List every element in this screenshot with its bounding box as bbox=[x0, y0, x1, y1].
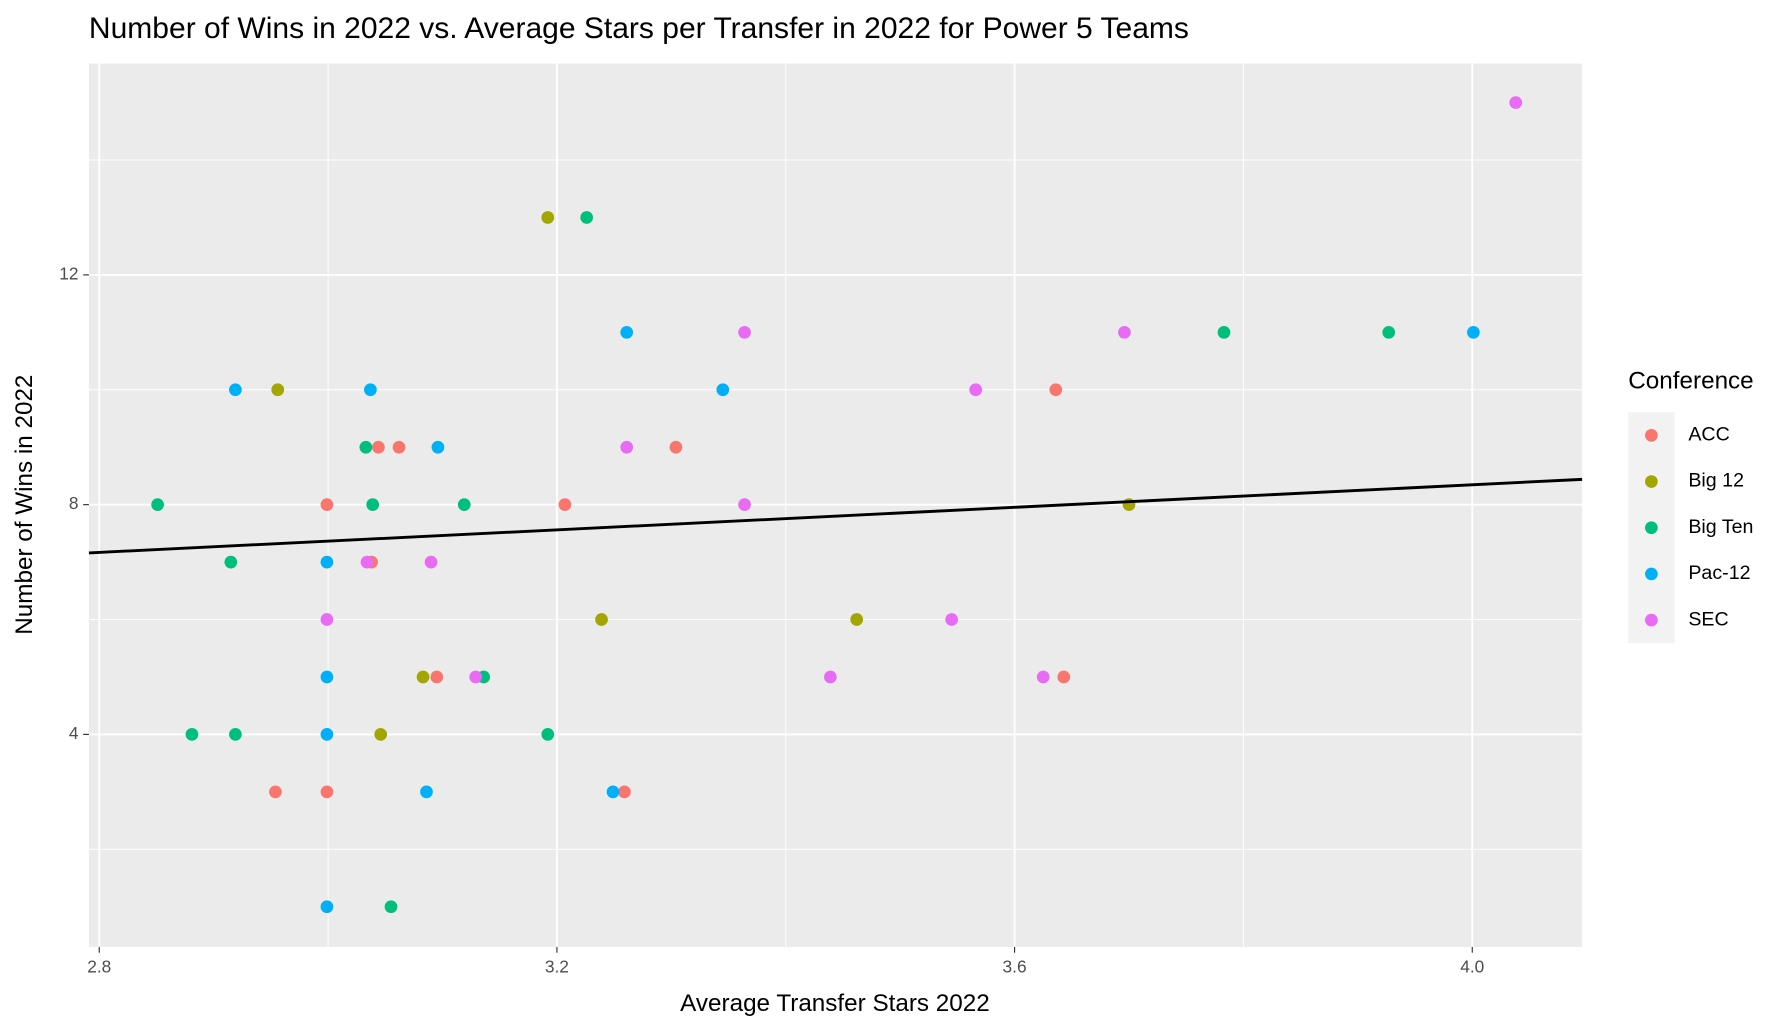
point bbox=[420, 785, 433, 799]
point bbox=[224, 555, 238, 569]
legend-title: Conference bbox=[1628, 368, 1753, 395]
point bbox=[320, 670, 334, 684]
point bbox=[945, 613, 959, 626]
point bbox=[824, 670, 837, 684]
point bbox=[151, 498, 164, 512]
y-tick-label: 8 bbox=[69, 493, 79, 513]
point bbox=[430, 670, 444, 684]
point bbox=[269, 785, 282, 799]
point bbox=[431, 440, 445, 454]
point bbox=[185, 728, 199, 741]
legend-marker bbox=[1645, 613, 1658, 627]
point bbox=[374, 728, 388, 741]
point bbox=[541, 211, 555, 224]
point bbox=[850, 613, 864, 626]
x-tick-label: 4.0 bbox=[1460, 956, 1484, 976]
point bbox=[1057, 670, 1071, 684]
legend-label: SEC bbox=[1688, 608, 1728, 630]
point bbox=[620, 440, 634, 454]
point bbox=[384, 900, 398, 914]
point bbox=[669, 440, 683, 454]
point bbox=[620, 325, 634, 339]
y-tick-label: 4 bbox=[69, 723, 79, 743]
point bbox=[969, 383, 983, 397]
point bbox=[738, 325, 751, 339]
legend-label: Big Ten bbox=[1688, 516, 1753, 538]
point bbox=[229, 728, 242, 741]
point bbox=[1118, 325, 1131, 339]
point bbox=[366, 498, 380, 512]
legend-marker bbox=[1645, 475, 1658, 488]
point bbox=[1049, 383, 1063, 397]
chart-title: Number of Wins in 2022 vs. Average Stars… bbox=[89, 12, 1189, 45]
point bbox=[320, 728, 334, 741]
point bbox=[364, 383, 377, 397]
point bbox=[1036, 670, 1050, 684]
legend-marker bbox=[1645, 429, 1658, 442]
point bbox=[1467, 325, 1480, 339]
point bbox=[320, 613, 334, 626]
point bbox=[320, 498, 334, 512]
point bbox=[229, 383, 242, 397]
legend-label: Big 12 bbox=[1688, 470, 1744, 492]
legend-label: Pac-12 bbox=[1688, 562, 1750, 584]
point bbox=[580, 211, 594, 224]
point bbox=[359, 440, 373, 454]
x-tick-label: 3.6 bbox=[1003, 956, 1027, 976]
point bbox=[618, 785, 631, 799]
x-axis-title: Average Transfer Stars 2022 bbox=[680, 990, 990, 1017]
x-tick-label: 3.2 bbox=[545, 956, 569, 976]
point bbox=[320, 900, 334, 914]
point bbox=[738, 498, 751, 512]
point bbox=[424, 555, 438, 569]
legend-marker bbox=[1645, 567, 1658, 581]
point bbox=[541, 728, 555, 741]
fit-line bbox=[88, 477, 1583, 555]
point bbox=[1382, 325, 1396, 339]
y-tick-label: 12 bbox=[59, 263, 78, 283]
point bbox=[558, 498, 572, 512]
y-axis-title: Number of Wins in 2022 bbox=[11, 375, 38, 635]
point bbox=[1217, 325, 1231, 339]
point bbox=[271, 383, 285, 397]
legend-label: ACC bbox=[1688, 424, 1729, 446]
point bbox=[416, 670, 430, 684]
point bbox=[716, 383, 730, 397]
x-tick-label: 2.8 bbox=[87, 956, 111, 976]
point bbox=[457, 498, 471, 512]
point bbox=[320, 785, 334, 799]
point bbox=[595, 613, 608, 626]
point bbox=[372, 440, 385, 454]
point bbox=[469, 670, 483, 684]
point bbox=[320, 555, 334, 569]
point bbox=[1509, 96, 1523, 109]
point bbox=[606, 785, 620, 799]
point bbox=[360, 555, 374, 569]
point bbox=[392, 440, 406, 454]
legend-marker bbox=[1645, 521, 1658, 535]
